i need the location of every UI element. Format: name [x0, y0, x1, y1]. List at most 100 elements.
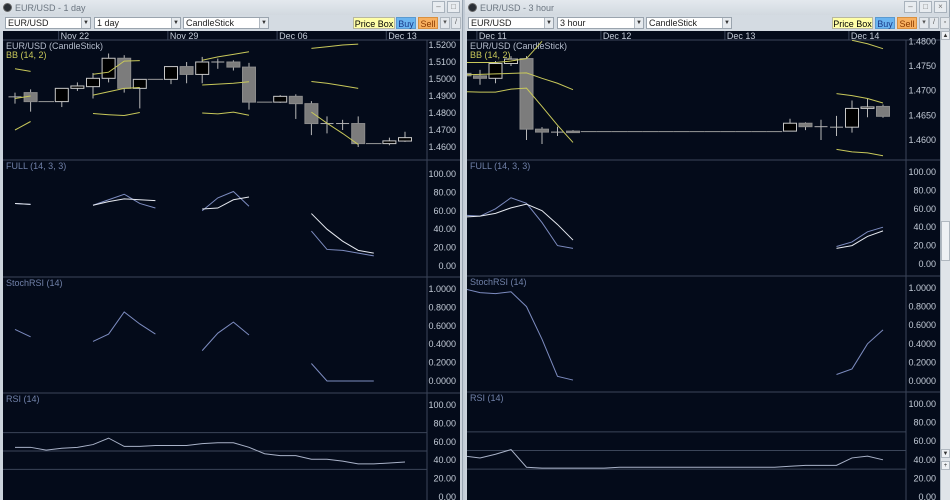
panel-stochrsi: 1.0000 0.8000 0.6000 0.4000 0.2000 0.0000 Stoc…: [3, 278, 460, 394]
symbol-select[interactable]: EUR/USD ▼: [5, 17, 91, 29]
candle-body: [783, 122, 797, 132]
chevron-down-icon[interactable]: ▼: [544, 18, 553, 28]
y-tick-label: 0.00: [438, 261, 456, 271]
panel-label: EUR/USD (CandleStick): [470, 41, 567, 51]
candle: [273, 95, 288, 103]
stoch-k-line: [311, 230, 374, 257]
minimize-button[interactable]: –: [432, 1, 445, 13]
y-tick-label: 1.4900: [428, 91, 456, 101]
candle-body: [860, 106, 875, 109]
chevron-down-icon[interactable]: ▼: [634, 18, 643, 28]
candle: [226, 60, 241, 71]
bb-middle-line: [467, 72, 574, 91]
sell-button[interactable]: Sell: [418, 17, 438, 29]
chevron-down-icon[interactable]: ▼: [81, 18, 90, 28]
bb-upper-line: [92, 60, 140, 75]
interval-select[interactable]: 1 day ▼: [94, 17, 181, 29]
chart-window-3hour: EUR/USD - 3 hour – □ × EUR/USD ▼ 3 hour ▼ …: [465, 0, 950, 500]
candle-body: [179, 66, 194, 75]
chart-daily[interactable]: Nov 22 Nov 29 Dec 06 Dec 13 1.5200 1.5100 1.50…: [3, 31, 460, 500]
chevron-down-icon[interactable]: ▼: [722, 18, 731, 28]
price-box-button[interactable]: Price Box: [353, 17, 395, 29]
scroll-up-icon[interactable]: ▲: [941, 31, 950, 40]
chart-type-select[interactable]: CandleStick ▼: [646, 17, 732, 29]
panel-plot: [14, 190, 374, 257]
scroll-plus-icon[interactable]: +: [941, 461, 950, 470]
y-tick-label: 0.8000: [908, 302, 936, 312]
panel-label: EUR/USD (CandleStick): [6, 41, 103, 51]
rsi-line: [467, 448, 884, 469]
panel-label: FULL (14, 3, 3): [6, 161, 66, 171]
bb-upper-line: [467, 40, 543, 64]
panel-full: 100.00 80.00 60.00 40.00 20.00 0.00 FULL (14, …: [467, 161, 940, 277]
sell-button[interactable]: Sell: [897, 17, 917, 29]
y-tick-label: 1.5200: [428, 40, 456, 50]
buy-button[interactable]: Buy: [396, 17, 416, 29]
chart-type-select[interactable]: CandleStick ▼: [183, 17, 269, 29]
y-tick-label: 0.6000: [908, 320, 936, 330]
candle-body: [117, 57, 132, 89]
y-tick-label: 0.4000: [428, 339, 456, 349]
y-tick-label: 0.0000: [428, 376, 456, 386]
title-bar: EUR/USD - 3 hour – □ ×: [465, 0, 949, 15]
bb-lower-line: [467, 87, 574, 143]
bb-upper-line: [14, 68, 31, 72]
bb-lower-line: [92, 111, 140, 117]
y-tick-label: 0.8000: [428, 302, 456, 312]
y-tick-label: 100.00: [908, 399, 936, 409]
y-tick-label: 0.00: [438, 492, 456, 500]
stoch-d-line: [467, 203, 574, 241]
candle-body: [86, 77, 100, 88]
settings-icon[interactable]: ▾: [440, 17, 450, 29]
panel-label: RSI (14): [470, 393, 504, 403]
date-tick-label: Dec 13: [727, 31, 756, 41]
bb-lower-line: [14, 121, 31, 131]
chevron-down-icon[interactable]: ▼: [259, 18, 268, 28]
draw-tool-icon[interactable]: /: [929, 17, 939, 29]
candle-body: [304, 103, 319, 125]
candle: [798, 122, 813, 131]
vertical-scrollbar[interactable]: ▲ ▼ +: [940, 31, 950, 500]
chart-type-value: CandleStick: [649, 18, 698, 28]
date-tick-label: Nov 22: [61, 31, 90, 41]
maximize-button[interactable]: □: [447, 1, 460, 13]
price-box-button[interactable]: Price Box: [832, 17, 873, 29]
window-title: EUR/USD - 1 day: [15, 2, 86, 13]
detach-window-icon[interactable]: ▫: [940, 17, 950, 29]
candle: [551, 126, 564, 137]
candle: [195, 56, 210, 84]
y-tick-label: 20.00: [913, 473, 936, 483]
interval-select[interactable]: 3 hour ▼: [557, 17, 644, 29]
stoch-d-line: [92, 198, 156, 206]
candle-body: [288, 95, 303, 105]
candle: [101, 53, 116, 83]
bb-lower-line: [202, 111, 250, 116]
chart-3hour[interactable]: Dec 11 Dec 12 Dec 13 Dec 14 1.4800 1.4750 1.47…: [467, 31, 940, 500]
candle: [783, 118, 797, 132]
candle: [242, 62, 256, 110]
bb-middle-line: [92, 87, 140, 96]
panel-label: StochRSI (14): [6, 278, 63, 288]
y-tick-label: 1.5100: [428, 57, 456, 67]
close-button[interactable]: ×: [934, 1, 947, 13]
stoch-d-line: [14, 202, 31, 205]
y-tick-label: 1.4750: [908, 61, 936, 71]
candle-body: [398, 137, 412, 142]
chevron-down-icon[interactable]: ▼: [171, 18, 180, 28]
y-tick-label: 0.6000: [428, 321, 456, 331]
draw-tool-icon[interactable]: /: [451, 17, 461, 29]
candle: [86, 73, 100, 99]
maximize-button[interactable]: □: [919, 1, 932, 13]
y-tick-label: 0.2000: [908, 357, 936, 367]
buy-button[interactable]: Buy: [875, 17, 895, 29]
y-tick-label: 100.00: [428, 400, 456, 410]
settings-icon[interactable]: ▾: [919, 17, 929, 29]
candle-body: [132, 78, 147, 89]
scroll-thumb[interactable]: [941, 221, 950, 261]
minimize-button[interactable]: –: [904, 1, 917, 13]
symbol-select[interactable]: EUR/USD ▼: [468, 17, 554, 29]
toolbar: EUR/USD ▼ 1 day ▼ CandleStick ▼ Price Box B…: [0, 15, 462, 31]
chart-type-value: CandleStick: [186, 18, 235, 28]
panel-stochrsi: 1.0000 0.8000 0.6000 0.4000 0.2000 0.0000 Stoc…: [467, 277, 940, 393]
scroll-down-icon[interactable]: ▼: [941, 449, 950, 458]
